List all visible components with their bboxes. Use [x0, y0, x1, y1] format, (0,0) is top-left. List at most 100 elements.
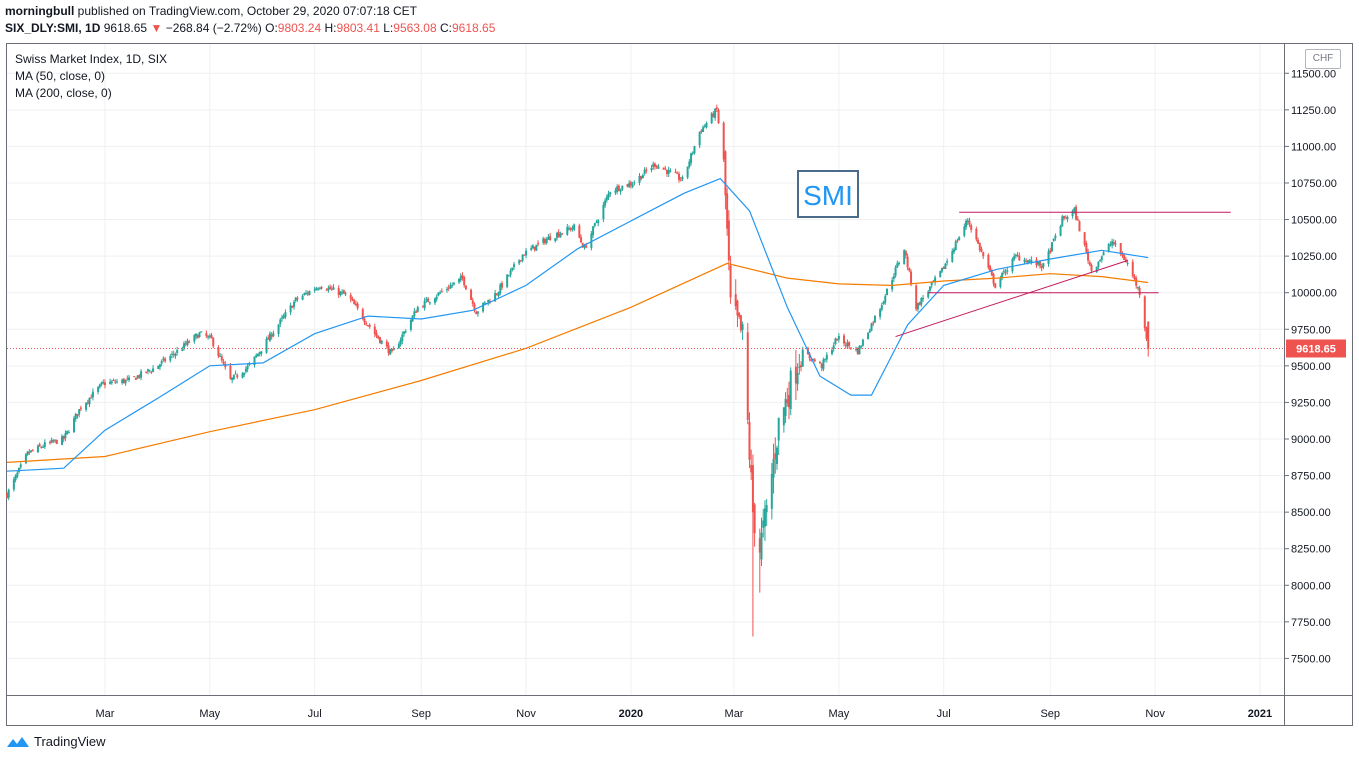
- candle-body: [812, 358, 815, 360]
- y-tick-label: 11000.00: [1291, 141, 1336, 153]
- candle-body: [860, 346, 863, 348]
- candle-body: [590, 233, 593, 249]
- candle-body: [736, 300, 739, 316]
- candle-body: [66, 430, 69, 434]
- candle-body: [98, 384, 101, 388]
- candle-body: [256, 353, 259, 357]
- candle-body: [445, 289, 448, 291]
- candle-body: [946, 261, 949, 263]
- candle-body: [85, 402, 88, 410]
- candle-body: [798, 366, 801, 368]
- candle-body: [794, 366, 797, 384]
- candle-body: [280, 317, 283, 319]
- candle-body: [712, 113, 715, 117]
- candle-body: [669, 170, 672, 172]
- candle-body: [268, 333, 271, 341]
- candle-body: [1083, 232, 1086, 245]
- candle-body: [873, 315, 876, 323]
- price-axis[interactable]: [1285, 43, 1353, 696]
- candle-body: [475, 311, 478, 315]
- candle-body: [537, 243, 540, 245]
- candle-body: [939, 271, 942, 277]
- candle-body: [241, 373, 244, 378]
- candle-body: [609, 192, 612, 195]
- candle-body: [43, 442, 46, 447]
- candle-body: [318, 288, 321, 290]
- candle-body: [313, 289, 316, 291]
- candle-body: [387, 345, 390, 354]
- candle-body: [470, 289, 473, 300]
- candle-body: [966, 220, 969, 222]
- candle-body: [920, 297, 923, 305]
- candle-body: [428, 301, 431, 304]
- candle-body: [16, 472, 19, 477]
- candle-body: [727, 220, 730, 261]
- time-axis[interactable]: [6, 696, 1285, 726]
- candle-body: [543, 239, 546, 244]
- candle-body: [855, 348, 858, 350]
- candle-body: [896, 263, 899, 268]
- candle-body: [351, 298, 354, 301]
- candle-body: [193, 335, 196, 342]
- candle-body: [868, 330, 871, 333]
- candle-body: [305, 292, 308, 294]
- candle-body: [916, 302, 919, 310]
- candle-body: [306, 292, 309, 294]
- candle-body: [88, 397, 91, 405]
- candle-body: [1035, 259, 1038, 266]
- candle-body: [652, 163, 655, 168]
- candle-body: [198, 332, 201, 337]
- candle-body: [557, 231, 560, 237]
- candle-body: [378, 337, 381, 343]
- candle-body: [403, 331, 406, 334]
- candle-body: [1088, 262, 1091, 265]
- currency-button[interactable]: CHF: [1305, 49, 1341, 69]
- candle-body: [751, 465, 754, 513]
- candle-body: [629, 182, 632, 186]
- candle-body: [315, 288, 318, 291]
- candle-body: [449, 285, 452, 289]
- candle-body: [533, 246, 536, 250]
- candle-body: [832, 345, 835, 350]
- candle-body: [38, 444, 41, 447]
- candle-body: [255, 355, 258, 357]
- close-label: C:: [440, 21, 452, 35]
- candle-body: [356, 303, 359, 309]
- chart-legend: Swiss Market Index, 1D, SIX MA (50, clos…: [15, 51, 167, 102]
- legend-ma50: MA (50, close, 0): [15, 69, 106, 83]
- chart-pane[interactable]: [6, 43, 1285, 696]
- candle-body: [365, 323, 368, 325]
- candle-body: [580, 237, 583, 243]
- candle-body: [196, 335, 199, 339]
- candle-body: [1026, 260, 1029, 263]
- candle-body: [399, 339, 402, 345]
- candle-body: [872, 322, 875, 324]
- candle-body: [341, 291, 344, 293]
- ma200-line: [6, 262, 1149, 463]
- candle-body: [980, 249, 983, 252]
- candle-body: [138, 375, 141, 378]
- candle-body: [822, 359, 825, 370]
- candle-body: [433, 298, 436, 303]
- change-value: −268.84 (−2.72%): [165, 21, 262, 35]
- last-price: 9618.65: [103, 21, 148, 35]
- candle-body: [18, 467, 21, 472]
- candle-body: [413, 311, 416, 317]
- candle-body: [892, 276, 895, 279]
- candle-body: [507, 275, 510, 277]
- candle-body: [1037, 261, 1040, 265]
- candle-body: [222, 361, 225, 364]
- candle-body: [573, 224, 576, 230]
- candle-body: [495, 294, 498, 296]
- candle-body: [628, 183, 631, 188]
- candle-body: [583, 246, 586, 248]
- candle-body: [24, 454, 27, 464]
- candle-body: [1131, 261, 1134, 277]
- legend-ma200: MA (200, close, 0): [15, 86, 112, 100]
- candle-body: [554, 238, 557, 242]
- candle-body: [595, 221, 598, 223]
- candle-body: [1071, 210, 1074, 217]
- candle-body: [452, 282, 455, 285]
- candle-body: [958, 237, 961, 240]
- candle-body: [846, 342, 849, 347]
